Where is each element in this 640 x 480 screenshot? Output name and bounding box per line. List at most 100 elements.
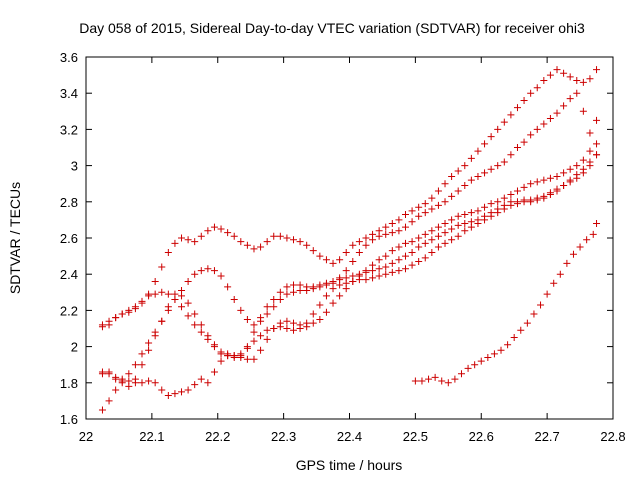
data-point [464, 364, 472, 372]
data-point [303, 241, 311, 249]
data-point [444, 379, 452, 387]
data-point [98, 321, 106, 329]
data-point [586, 158, 594, 166]
data-point [138, 297, 146, 305]
data-point [451, 375, 459, 383]
data-point [125, 382, 133, 390]
data-point [125, 370, 133, 378]
data-point [263, 238, 271, 246]
data-point [342, 248, 350, 256]
y-tick-label: 2 [71, 340, 78, 355]
data-point [579, 165, 587, 173]
data-point [500, 158, 508, 166]
plot-area: 22 22.1 22.2 22.3 22.4 22.5 22.6 22.7 22.8 1.61.… [60, 50, 626, 444]
data-point [388, 247, 396, 255]
y-tick-label: 3 [71, 159, 78, 174]
data-point [204, 335, 212, 343]
data-point [131, 361, 139, 369]
data-point [593, 140, 601, 148]
data-point [105, 317, 113, 325]
data-point [145, 292, 153, 300]
data-point [474, 220, 482, 228]
data-point [250, 328, 258, 336]
data-point [415, 203, 423, 211]
data-point [593, 116, 601, 124]
data-point [527, 180, 535, 188]
data-point [520, 96, 528, 104]
data-point [415, 243, 423, 251]
data-point [296, 238, 304, 246]
data-point [184, 386, 192, 394]
data-point [283, 325, 291, 332]
data-point [191, 238, 199, 246]
data-point [560, 102, 568, 110]
data-point [158, 263, 166, 271]
data-point [322, 256, 330, 264]
data-point [448, 192, 456, 200]
data-point [461, 220, 469, 228]
data-point [461, 227, 469, 235]
x-tick-label: 22.7 [534, 429, 559, 444]
data-point [336, 281, 344, 289]
data-point [105, 368, 113, 376]
data-point [474, 207, 482, 215]
data-point [484, 353, 492, 361]
data-point [408, 238, 416, 246]
data-point [217, 225, 225, 233]
data-point [329, 277, 337, 285]
data-point [309, 310, 317, 318]
data-point [471, 361, 479, 369]
data-point [497, 346, 505, 354]
data-point [487, 200, 495, 208]
data-point [112, 373, 120, 381]
data-point [388, 229, 396, 237]
data-point [270, 296, 278, 304]
data-point [434, 223, 442, 231]
data-point [197, 267, 205, 275]
data-point [510, 334, 518, 342]
data-point [448, 236, 456, 244]
data-point [316, 281, 324, 289]
data-point [382, 270, 390, 278]
data-point [178, 292, 186, 300]
data-point [593, 151, 601, 159]
data-point [210, 368, 218, 376]
data-point [197, 321, 205, 329]
data-point [217, 357, 225, 365]
data-point [457, 370, 465, 378]
data-point [355, 238, 363, 246]
data-point [197, 328, 205, 336]
data-point [421, 254, 429, 262]
data-point [270, 232, 278, 240]
data-point [158, 288, 166, 296]
data-point [290, 326, 298, 334]
data-point [573, 171, 581, 179]
data-point [500, 205, 508, 213]
data-point [513, 187, 521, 195]
data-point [263, 310, 271, 318]
data-point [428, 205, 436, 213]
data-point [204, 265, 212, 273]
data-point [553, 66, 561, 74]
data-point [467, 209, 475, 217]
data-point [204, 227, 212, 235]
data-point [408, 207, 416, 215]
data-point [178, 303, 186, 311]
data-point [586, 147, 594, 155]
data-point [408, 248, 416, 256]
data-point [138, 361, 146, 369]
data-point [329, 299, 337, 307]
data-point [309, 247, 317, 255]
y-axis: 1.6 1.8 2 2.2 2.4 2.6 2.8 3 3.2 3.4 3.6 [60, 50, 613, 427]
data-point [553, 109, 561, 117]
data-point [184, 277, 192, 285]
data-point [494, 125, 502, 133]
data-point [375, 256, 383, 264]
data-point [112, 386, 120, 394]
data-point [546, 174, 554, 182]
data-point [434, 232, 442, 240]
data-point [316, 252, 324, 260]
data-point [428, 194, 436, 202]
data-point [316, 301, 324, 309]
data-point [230, 232, 238, 240]
